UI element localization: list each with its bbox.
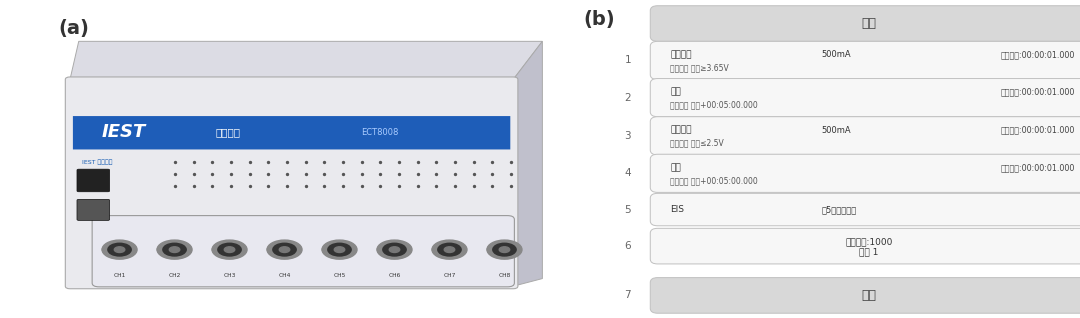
Text: 记录条件:00:00:01.000: 记录条件:00:00:01.000	[1001, 163, 1075, 172]
Circle shape	[334, 247, 345, 252]
Text: 元能科技: 元能科技	[216, 127, 241, 137]
Circle shape	[108, 243, 132, 256]
Text: 记录条件:00:00:01.000: 记录条件:00:00:01.000	[1001, 87, 1075, 96]
Text: 结束条件 时间+00:05:00.000: 结束条件 时间+00:05:00.000	[670, 100, 758, 110]
Text: CH6: CH6	[389, 273, 401, 278]
Text: CH2: CH2	[168, 273, 180, 278]
Text: IEST 元能科技: IEST 元能科技	[82, 159, 112, 165]
FancyBboxPatch shape	[92, 216, 514, 287]
Circle shape	[267, 240, 302, 259]
Text: 循环次数:1000: 循环次数:1000	[846, 238, 892, 247]
Text: 结束条件 时间+00:05:00.000: 结束条件 时间+00:05:00.000	[670, 176, 758, 185]
Text: CH4: CH4	[279, 273, 291, 278]
Text: 静置: 静置	[670, 87, 680, 96]
Circle shape	[487, 240, 522, 259]
FancyBboxPatch shape	[650, 117, 1080, 155]
Text: 结束条件 电压≥3.65V: 结束条件 电压≥3.65V	[670, 63, 729, 73]
Text: 500mA: 500mA	[822, 126, 851, 135]
Circle shape	[114, 247, 125, 252]
Text: 记录条件:00:00:01.000: 记录条件:00:00:01.000	[1001, 126, 1075, 135]
FancyBboxPatch shape	[650, 6, 1080, 41]
Text: CH8: CH8	[498, 273, 511, 278]
Circle shape	[444, 247, 455, 252]
Text: 7: 7	[624, 290, 631, 301]
Circle shape	[382, 243, 406, 256]
Text: CH1: CH1	[113, 273, 125, 278]
Text: (a): (a)	[58, 19, 90, 38]
FancyBboxPatch shape	[650, 79, 1080, 117]
Circle shape	[273, 243, 296, 256]
Text: 恒流放电: 恒流放电	[670, 126, 691, 135]
Text: 开始: 开始	[862, 17, 876, 30]
Text: 6: 6	[624, 241, 631, 251]
FancyBboxPatch shape	[77, 199, 110, 220]
Polygon shape	[70, 41, 542, 80]
Text: 5: 5	[624, 204, 631, 215]
FancyBboxPatch shape	[77, 169, 110, 192]
Circle shape	[437, 243, 461, 256]
FancyBboxPatch shape	[650, 228, 1080, 264]
Text: 每5圈测试一次: 每5圈测试一次	[822, 205, 856, 214]
Polygon shape	[513, 41, 542, 286]
FancyBboxPatch shape	[650, 154, 1080, 192]
Text: IEST: IEST	[103, 123, 146, 141]
FancyBboxPatch shape	[650, 278, 1080, 313]
FancyBboxPatch shape	[650, 41, 1080, 80]
Text: 4: 4	[624, 168, 631, 178]
Circle shape	[492, 243, 516, 256]
FancyBboxPatch shape	[73, 116, 511, 149]
Text: 结束条件 电压≤2.5V: 结束条件 电压≤2.5V	[670, 139, 724, 148]
Text: 步骤 1: 步骤 1	[860, 247, 878, 256]
Text: CH5: CH5	[334, 273, 346, 278]
FancyBboxPatch shape	[65, 77, 518, 289]
Circle shape	[322, 240, 357, 259]
Text: 停止: 停止	[862, 289, 876, 302]
Text: CH3: CH3	[224, 273, 235, 278]
Text: EIS: EIS	[670, 205, 684, 214]
FancyBboxPatch shape	[650, 193, 1080, 226]
Circle shape	[163, 243, 186, 256]
Circle shape	[218, 243, 241, 256]
Text: 恒流充电: 恒流充电	[670, 50, 691, 59]
Text: 1: 1	[624, 55, 631, 66]
Circle shape	[170, 247, 179, 252]
Text: 2: 2	[624, 93, 631, 103]
Circle shape	[377, 240, 411, 259]
Text: 静置: 静置	[670, 163, 680, 172]
Text: (b): (b)	[583, 10, 615, 29]
Circle shape	[102, 240, 137, 259]
Circle shape	[157, 240, 192, 259]
Text: CH7: CH7	[443, 273, 456, 278]
Circle shape	[389, 247, 400, 252]
Circle shape	[432, 240, 467, 259]
Text: 500mA: 500mA	[822, 50, 851, 59]
Text: 记录条件:00:00:01.000: 记录条件:00:00:01.000	[1001, 50, 1075, 59]
Circle shape	[280, 247, 289, 252]
Text: ECT8008: ECT8008	[362, 128, 399, 137]
Circle shape	[225, 247, 234, 252]
Text: 3: 3	[624, 131, 631, 141]
Circle shape	[499, 247, 510, 252]
Circle shape	[328, 243, 351, 256]
Circle shape	[212, 240, 247, 259]
